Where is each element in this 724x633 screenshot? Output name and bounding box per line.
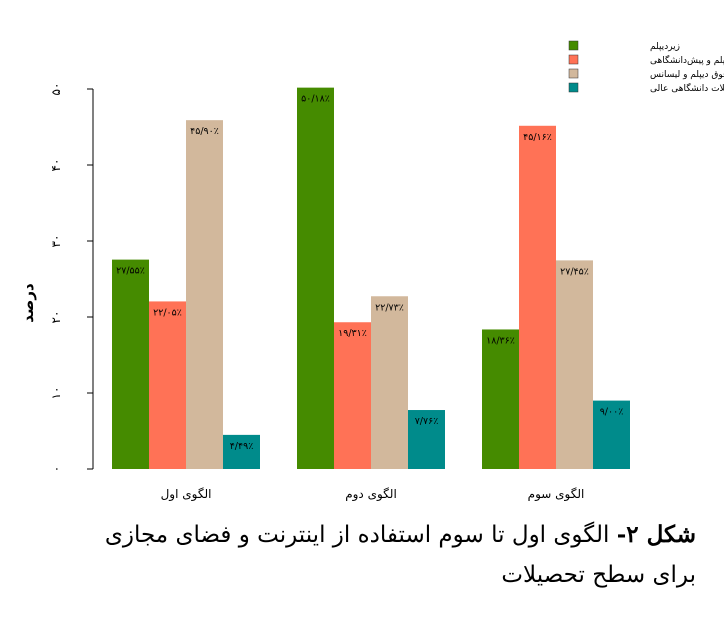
data-label: ۵۰/۱۸٪ — [301, 94, 330, 105]
bar-chart: ۰ ۱۰ ۲۰ ۳۰ ۴۰ ۵۰ ۲۷/۵۵٪ ۵۰/۱۸٪ ۱۸/۳۶٪ ۲۲/۰۵٪ ۱۹/۳… — [19, 40, 724, 502]
y-axis-label: درصد — [19, 283, 37, 323]
legend: زیردیپلم دیپلم و پیش‌دانشگاهی فوق دیپلم و … — [568, 40, 724, 94]
y-tick-label: ۲۰ — [49, 311, 63, 324]
data-label: ۱۹/۳۱٪ — [338, 328, 367, 339]
legend-label: زیردیپلم — [650, 42, 680, 52]
data-label: ۲۲/۷۳٪ — [375, 302, 404, 313]
legend-label: دیپلم و پیش‌دانشگاهی — [650, 54, 724, 66]
bars-layer: ۲۷/۵۵٪ ۵۰/۱۸٪ ۱۸/۳۶٪ ۲۲/۰۵٪ ۱۹/۳۱٪ ۴۵/۱۶٪ ۴۵/۹… — [112, 87, 630, 469]
category-label: الگوی اول — [161, 487, 212, 502]
y-tick-label: ۰ — [49, 466, 63, 472]
legend-swatch — [568, 82, 579, 93]
data-label: ۲۷/۵۵٪ — [116, 266, 145, 277]
data-label: ۴۵/۱۶٪ — [523, 132, 552, 143]
data-label: ۲۲/۰۵٪ — [153, 307, 182, 318]
bar — [371, 296, 408, 469]
bar — [149, 301, 186, 469]
legend-swatch — [568, 68, 579, 79]
legend-label: تحصیلات دانشگاهی عالی — [650, 82, 724, 94]
y-tick-label: ۱۰ — [49, 387, 63, 400]
figure-caption: شکل ۲- الگوی اول تا سوم استفاده از اینتر… — [56, 515, 696, 595]
bar — [408, 410, 445, 469]
y-tick-label: ۳۰ — [49, 235, 63, 248]
bar — [112, 259, 149, 469]
y-tick-label: ۵۰ — [49, 83, 63, 96]
bar — [223, 434, 260, 469]
legend-swatch — [568, 40, 579, 51]
bar — [519, 125, 556, 469]
category-label: الگوی دوم — [345, 487, 397, 502]
bar — [556, 260, 593, 469]
bar — [297, 87, 334, 469]
data-label: ۲۷/۴۵٪ — [560, 266, 589, 277]
bar — [334, 322, 371, 469]
legend-swatch — [568, 54, 579, 65]
category-labels: الگوی اول الگوی دوم الگوی سوم — [161, 487, 585, 502]
figure-caption-text: الگوی اول تا سوم استفاده از اینترنت و فض… — [104, 522, 696, 588]
data-label: ۷/۷۶٪ — [415, 416, 439, 427]
data-label: ۹/۰۰٪ — [600, 407, 624, 418]
category-label: الگوی سوم — [528, 487, 585, 502]
data-label: ۴/۴۹٪ — [230, 441, 254, 452]
y-axis: ۰ ۱۰ ۲۰ ۳۰ ۴۰ ۵۰ — [49, 83, 94, 472]
bar — [482, 329, 519, 469]
bar — [593, 400, 630, 469]
data-label: ۱۸/۳۶٪ — [486, 335, 515, 346]
data-label: ۴۵/۹۰٪ — [190, 126, 219, 137]
y-tick-label: ۴۰ — [49, 159, 63, 172]
bar — [186, 120, 223, 469]
legend-label: فوق دیپلم و لیسانس — [650, 70, 724, 80]
figure-number: شکل ۲- — [616, 521, 696, 548]
